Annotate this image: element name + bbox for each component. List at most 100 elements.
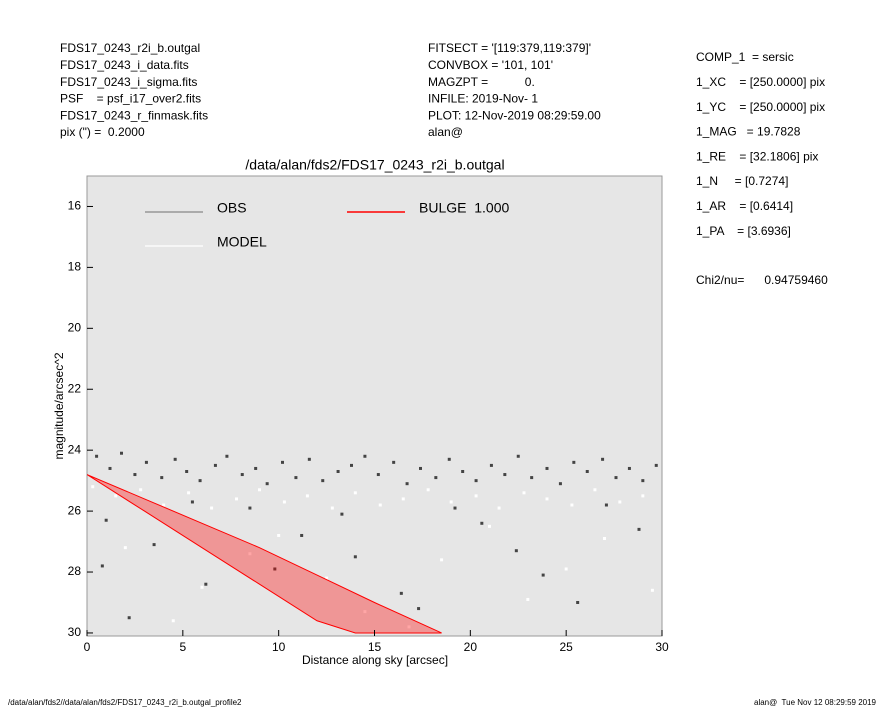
- point: [603, 537, 606, 541]
- point: [353, 555, 357, 559]
- x-tick-label: 10: [272, 640, 286, 654]
- point: [108, 466, 112, 470]
- point: [95, 454, 99, 458]
- point: [282, 500, 286, 504]
- info-left: FDS17_0243_i_sigma.fits: [60, 75, 197, 89]
- point: [604, 503, 608, 507]
- y-tick-label: 16: [68, 199, 82, 213]
- point: [585, 469, 589, 473]
- point: [294, 476, 298, 480]
- x-tick-label: 0: [84, 640, 91, 654]
- point: [127, 616, 131, 620]
- point: [399, 591, 403, 595]
- point: [336, 469, 340, 473]
- point: [204, 582, 208, 586]
- point: [570, 503, 574, 507]
- point: [426, 488, 430, 492]
- legend-label: BULGE 1.000: [419, 200, 509, 216]
- info-mid: MAGZPT = 0.: [428, 75, 535, 89]
- point: [185, 469, 189, 473]
- point: [198, 479, 202, 483]
- point: [637, 527, 641, 531]
- point: [200, 585, 204, 589]
- point: [300, 533, 304, 537]
- point: [558, 482, 562, 486]
- legend-label: MODEL: [217, 234, 267, 250]
- point: [514, 549, 518, 553]
- point: [480, 521, 484, 525]
- point: [526, 597, 530, 601]
- point: [572, 460, 576, 464]
- info-mid: alan@: [428, 125, 463, 139]
- info-right: 1_MAG = 19.7828: [696, 125, 801, 139]
- point: [160, 476, 164, 480]
- info-right: 1_YC = [250.0000] pix: [696, 100, 825, 114]
- point: [173, 457, 177, 461]
- x-axis-label: Distance along sky [arcsec]: [302, 653, 448, 667]
- point: [474, 494, 478, 498]
- point: [353, 491, 357, 495]
- info-mid: INFILE: 2019-Nov- 1: [428, 92, 538, 106]
- point: [104, 518, 108, 522]
- point: [152, 543, 156, 547]
- point: [447, 457, 451, 461]
- point: [614, 476, 618, 480]
- point: [240, 473, 244, 477]
- point: [541, 573, 545, 577]
- point: [440, 558, 444, 562]
- point: [530, 476, 534, 480]
- info-mid: CONVBOX = '101, 101': [428, 58, 553, 72]
- point: [350, 463, 353, 467]
- y-tick-label: 18: [68, 260, 82, 274]
- info-right: COMP_1 = sersic: [696, 50, 794, 64]
- footer-left: /data/alan/fds2//data/alan/fds2/FDS17_02…: [8, 698, 242, 707]
- point: [91, 485, 95, 489]
- point: [405, 482, 409, 486]
- info-right: 1_N = [0.7274]: [696, 174, 788, 188]
- point: [654, 463, 658, 467]
- point: [281, 460, 284, 464]
- point: [330, 506, 334, 510]
- point: [453, 506, 457, 510]
- y-tick-label: 22: [68, 381, 82, 395]
- point: [235, 497, 238, 501]
- point: [248, 552, 252, 556]
- point: [213, 463, 217, 467]
- y-tick-label: 30: [68, 625, 82, 639]
- point: [321, 479, 325, 483]
- info-right: 1_XC = [250.0000] pix: [696, 75, 825, 89]
- y-tick-label: 24: [68, 442, 82, 456]
- point: [265, 482, 269, 486]
- point: [340, 512, 344, 516]
- point: [133, 473, 137, 477]
- point: [378, 503, 382, 507]
- point: [258, 488, 261, 492]
- point: [120, 451, 123, 455]
- point: [516, 454, 520, 458]
- point: [114, 494, 118, 498]
- point: [461, 469, 465, 473]
- point: [190, 500, 194, 504]
- point: [417, 607, 421, 611]
- x-tick-label: 25: [559, 640, 573, 654]
- point: [171, 619, 175, 623]
- point: [325, 576, 329, 580]
- point: [419, 466, 422, 470]
- point: [210, 506, 214, 510]
- x-tick-label: 15: [368, 640, 382, 654]
- point: [254, 466, 258, 470]
- point: [100, 564, 104, 568]
- point: [363, 610, 367, 614]
- point: [392, 460, 396, 464]
- plot-marks: [87, 451, 658, 634]
- x-tick-label: 20: [464, 640, 478, 654]
- y-tick-label: 28: [68, 564, 82, 578]
- point: [618, 500, 622, 504]
- point: [641, 479, 645, 483]
- point: [564, 567, 568, 571]
- point: [225, 454, 229, 458]
- bulge-area: [87, 474, 442, 634]
- footer-right: alan@ Tue Nov 12 08:29:59 2019: [754, 698, 877, 707]
- point: [305, 494, 309, 498]
